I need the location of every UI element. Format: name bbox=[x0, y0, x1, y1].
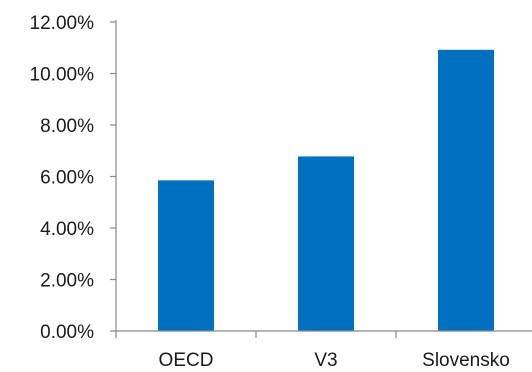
x-axis-tick-labels: OECD V3 Slovensko bbox=[159, 350, 510, 371]
x-tick-label: OECD bbox=[159, 350, 214, 367]
y-tick-label: 2.00% bbox=[40, 271, 94, 292]
y-tick-label: 4.00% bbox=[40, 219, 94, 240]
y-tick-label: 6.00% bbox=[40, 168, 94, 189]
bar-oecd bbox=[158, 180, 214, 331]
y-tick-label: 12.00% bbox=[30, 13, 95, 34]
axes bbox=[115, 20, 532, 332]
bar-v3 bbox=[298, 156, 354, 331]
y-tick-label: 10.00% bbox=[30, 65, 95, 86]
y-axis-tick-labels: 0.00% 2.00% 4.00% 6.00% 8.00% 10.00% 12.00% bbox=[30, 13, 95, 343]
y-tick-label: 8.00% bbox=[40, 116, 94, 137]
x-tick-label: Slovensko bbox=[422, 350, 510, 367]
bars bbox=[158, 49, 494, 332]
y-tick-label: 0.00% bbox=[40, 322, 94, 343]
y-axis-ticks bbox=[110, 21, 116, 332]
bar-slovensko bbox=[438, 49, 494, 332]
x-axis-ticks bbox=[115, 331, 397, 338]
x-tick-label: V3 bbox=[314, 350, 337, 367]
